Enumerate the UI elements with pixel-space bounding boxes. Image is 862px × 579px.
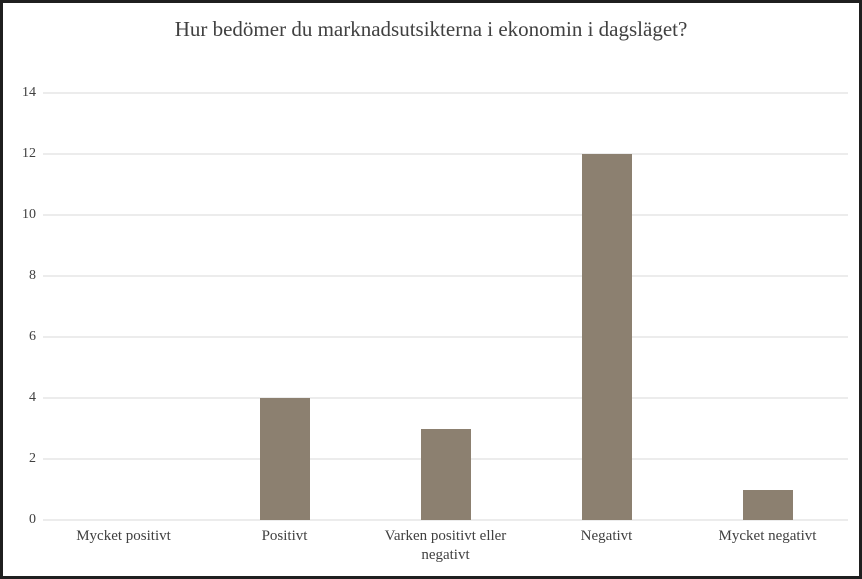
bar-3 <box>420 428 471 520</box>
bars <box>43 93 848 520</box>
bar-slot <box>43 93 204 520</box>
x-axis-label: Negativt <box>580 528 633 544</box>
y-axis-tick-label: 8 <box>29 268 36 283</box>
chart-title-text: Hur bedömer du marknadsutsikterna i ekon… <box>174 17 688 41</box>
x-axis-label: Mycket positivt <box>76 528 171 544</box>
gridline <box>43 336 848 338</box>
gridline <box>43 275 848 277</box>
bar-slot <box>526 93 687 520</box>
gridline <box>43 92 848 94</box>
y-axis-tick-label: 12 <box>22 146 36 161</box>
bar-4 <box>581 154 632 520</box>
x-axis-label: Mycket negativt <box>718 528 817 544</box>
bar-slot <box>687 93 848 520</box>
y-axis-tick-label: 6 <box>29 329 36 344</box>
gridline <box>43 214 848 216</box>
plot-area <box>43 92 848 521</box>
y-axis: 0 2 4 6 8 10 12 14 <box>3 86 36 527</box>
gridline <box>43 519 848 521</box>
y-axis-tick-label: 2 <box>29 451 36 466</box>
bar-2 <box>259 398 310 520</box>
x-axis-label: Positivt <box>261 528 308 544</box>
gridline <box>43 153 848 155</box>
y-axis-tick-label: 10 <box>22 207 36 222</box>
y-axis-tick-label: 14 <box>22 85 36 100</box>
y-axis-tick-label: 4 <box>29 390 36 405</box>
chart-title: Hur bedömer du marknadsutsikterna i ekon… <box>3 16 859 44</box>
bar-slot <box>204 93 365 520</box>
y-axis-tick-label: 0 <box>29 512 36 527</box>
bar-slot <box>365 93 526 520</box>
bar-5 <box>742 489 793 520</box>
gridline <box>43 397 848 399</box>
x-axis-label: Varken positivt eller negativt <box>384 528 507 563</box>
x-axis: Mycket positivt Positivt Varken positivt e… <box>43 527 848 565</box>
